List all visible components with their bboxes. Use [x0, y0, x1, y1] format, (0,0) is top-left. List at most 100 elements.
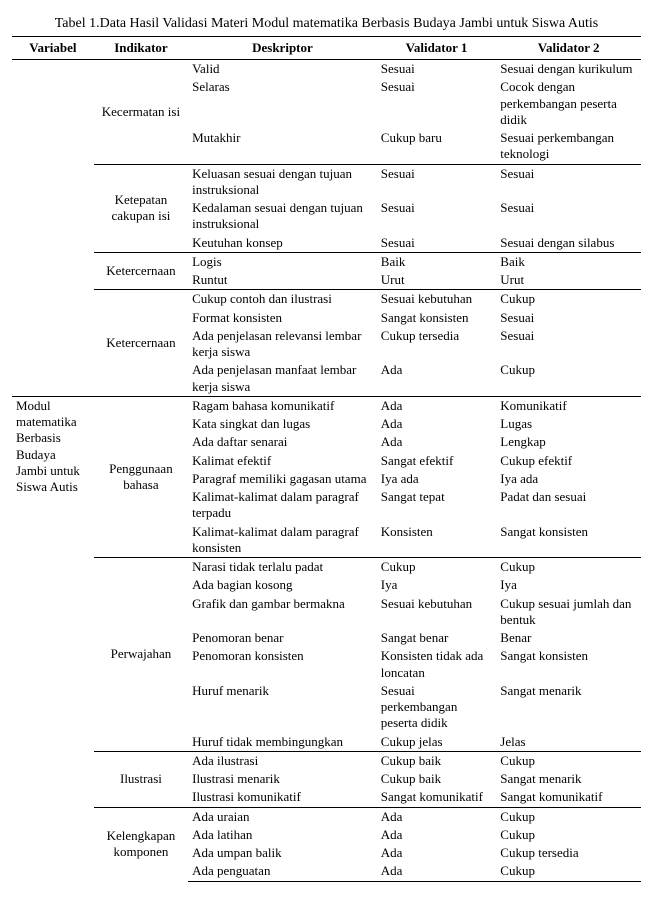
validator2-cell: Cukup efektif — [496, 452, 641, 470]
validator1-cell: Ada — [377, 862, 497, 881]
deskriptor-cell: Format konsisten — [188, 309, 377, 327]
deskriptor-cell: Keluasan sesuai dengan tujuan instruksio… — [188, 164, 377, 199]
validator1-cell: Ada — [377, 844, 497, 862]
col-validator1: Validator 1 — [377, 37, 497, 60]
indikator-cell: Kelengkapan komponen — [94, 807, 188, 881]
validation-table: Variabel Indikator Deskriptor Validator … — [12, 36, 641, 882]
validator1-cell: Ada — [377, 415, 497, 433]
validator1-cell: Konsisten — [377, 523, 497, 558]
validator1-cell: Sesuai — [377, 60, 497, 79]
col-validator2: Validator 2 — [496, 37, 641, 60]
validator1-cell: Cukup baru — [377, 129, 497, 164]
indikator-cell: Ilustrasi — [94, 751, 188, 807]
deskriptor-cell: Ada bagian kosong — [188, 576, 377, 594]
deskriptor-cell: Kalimat efektif — [188, 452, 377, 470]
validator2-cell: Cukup — [496, 826, 641, 844]
validator1-cell: Sesuai — [377, 164, 497, 199]
validator1-cell: Ada — [377, 826, 497, 844]
validator2-cell: Urut — [496, 271, 641, 290]
table-row: Ketepatan cakupan isiKeluasan sesuai den… — [12, 164, 641, 199]
validator1-cell: Sesuai perkembangan peserta didik — [377, 682, 497, 733]
table-row: Kelengkapan komponenAda uraianAdaCukup — [12, 807, 641, 826]
validator2-cell: Komunikatif — [496, 396, 641, 415]
deskriptor-cell: Logis — [188, 252, 377, 271]
validator2-cell: Padat dan sesuai — [496, 488, 641, 523]
deskriptor-cell: Ada penjelasan relevansi lembar kerja si… — [188, 327, 377, 362]
deskriptor-cell: Huruf tidak membingungkan — [188, 733, 377, 752]
validator1-cell: Sesuai kebutuhan — [377, 595, 497, 630]
deskriptor-cell: Huruf menarik — [188, 682, 377, 733]
deskriptor-cell: Ada latihan — [188, 826, 377, 844]
validator1-cell: Sesuai — [377, 199, 497, 234]
validator1-cell: Sangat efektif — [377, 452, 497, 470]
deskriptor-cell: Selaras — [188, 78, 377, 129]
deskriptor-cell: Cukup contoh dan ilustrasi — [188, 290, 377, 309]
indikator-cell: Perwajahan — [94, 558, 188, 752]
validator1-cell: Ada — [377, 433, 497, 451]
table-row: PerwajahanNarasi tidak terlalu padatCuku… — [12, 558, 641, 577]
table-row: Modul matematika Berbasis Budaya Jambi u… — [12, 396, 641, 415]
deskriptor-cell: Ragam bahasa komunikatif — [188, 396, 377, 415]
deskriptor-cell: Penomoran konsisten — [188, 647, 377, 682]
deskriptor-cell: Grafik dan gambar bermakna — [188, 595, 377, 630]
validator1-cell: Iya ada — [377, 470, 497, 488]
deskriptor-cell: Ada umpan balik — [188, 844, 377, 862]
deskriptor-cell: Penomoran benar — [188, 629, 377, 647]
validator1-cell: Ada — [377, 807, 497, 826]
indikator-cell: Kecermatan isi — [94, 60, 188, 165]
indikator-cell: Ketercernaan — [94, 252, 188, 290]
validator1-cell: Konsisten tidak ada loncatan — [377, 647, 497, 682]
col-indikator: Indikator — [94, 37, 188, 60]
deskriptor-cell: Ada uraian — [188, 807, 377, 826]
validator1-cell: Sesuai — [377, 78, 497, 129]
col-deskriptor: Deskriptor — [188, 37, 377, 60]
deskriptor-cell: Mutakhir — [188, 129, 377, 164]
validator2-cell: Lugas — [496, 415, 641, 433]
deskriptor-cell: Paragraf memiliki gagasan utama — [188, 470, 377, 488]
validator2-cell: Cukup — [496, 751, 641, 770]
validator2-cell: Sangat komunikatif — [496, 788, 641, 807]
validator1-cell: Cukup jelas — [377, 733, 497, 752]
variabel-cell-empty — [12, 60, 94, 397]
validator1-cell: Urut — [377, 271, 497, 290]
deskriptor-cell: Kalimat-kalimat dalam paragraf terpadu — [188, 488, 377, 523]
validator2-cell: Cocok dengan perkembangan peserta didik — [496, 78, 641, 129]
validator2-cell: Sesuai dengan silabus — [496, 234, 641, 253]
validator2-cell: Cukup sesuai jumlah dan bentuk — [496, 595, 641, 630]
validator2-cell: Sesuai — [496, 309, 641, 327]
validator1-cell: Cukup tersedia — [377, 327, 497, 362]
validator2-cell: Cukup tersedia — [496, 844, 641, 862]
validator2-cell: Sesuai dengan kurikulum — [496, 60, 641, 79]
validator2-cell: Sangat konsisten — [496, 523, 641, 558]
validator2-cell: Cukup — [496, 862, 641, 881]
indikator-cell: Penggunaan bahasa — [94, 396, 188, 557]
deskriptor-cell: Ada penguatan — [188, 862, 377, 881]
indikator-cell: Ketepatan cakupan isi — [94, 164, 188, 252]
deskriptor-cell: Ilustrasi menarik — [188, 770, 377, 788]
table-header-row: Variabel Indikator Deskriptor Validator … — [12, 37, 641, 60]
variabel-cell: Modul matematika Berbasis Budaya Jambi u… — [12, 396, 94, 881]
validator1-cell: Iya — [377, 576, 497, 594]
validator2-cell: Sangat menarik — [496, 770, 641, 788]
validator2-cell: Sesuai — [496, 327, 641, 362]
indikator-cell: Ketercernaan — [94, 290, 188, 397]
deskriptor-cell: Kata singkat dan lugas — [188, 415, 377, 433]
validator2-cell: Sesuai — [496, 199, 641, 234]
validator2-cell: Cukup — [496, 290, 641, 309]
validator2-cell: Baik — [496, 252, 641, 271]
validator1-cell: Ada — [377, 361, 497, 396]
table-row: IlustrasiAda ilustrasiCukup baikCukup — [12, 751, 641, 770]
deskriptor-cell: Ada ilustrasi — [188, 751, 377, 770]
validator1-cell: Sangat komunikatif — [377, 788, 497, 807]
validator1-cell: Sesuai kebutuhan — [377, 290, 497, 309]
deskriptor-cell: Kedalaman sesuai dengan tujuan instruksi… — [188, 199, 377, 234]
validator2-cell: Sesuai — [496, 164, 641, 199]
deskriptor-cell: Keutuhan konsep — [188, 234, 377, 253]
validator1-cell: Cukup baik — [377, 751, 497, 770]
validator2-cell: Lengkap — [496, 433, 641, 451]
validator2-cell: Benar — [496, 629, 641, 647]
table-row: KetercernaanCukup contoh dan ilustrasiSe… — [12, 290, 641, 309]
deskriptor-cell: Ada penjelasan manfaat lembar kerja sisw… — [188, 361, 377, 396]
deskriptor-cell: Kalimat-kalimat dalam paragraf konsisten — [188, 523, 377, 558]
table-caption: Tabel 1.Data Hasil Validasi Materi Modul… — [12, 16, 641, 32]
